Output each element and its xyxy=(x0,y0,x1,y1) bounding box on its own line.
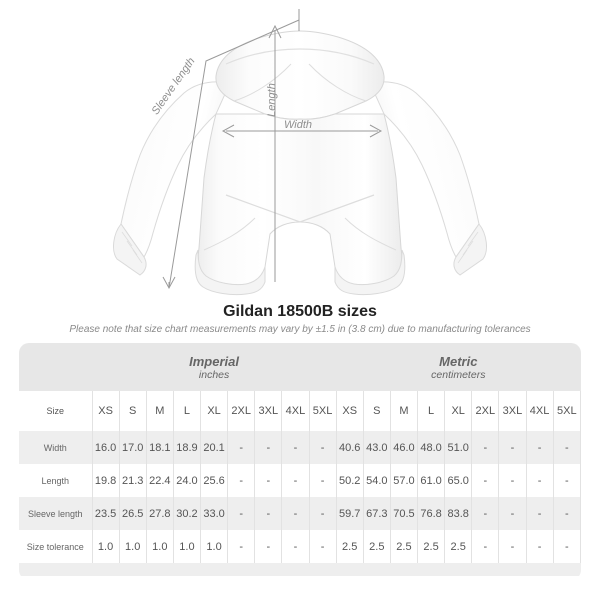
svg-text:Width: Width xyxy=(284,119,312,131)
svg-text:Length: Length xyxy=(266,83,278,117)
